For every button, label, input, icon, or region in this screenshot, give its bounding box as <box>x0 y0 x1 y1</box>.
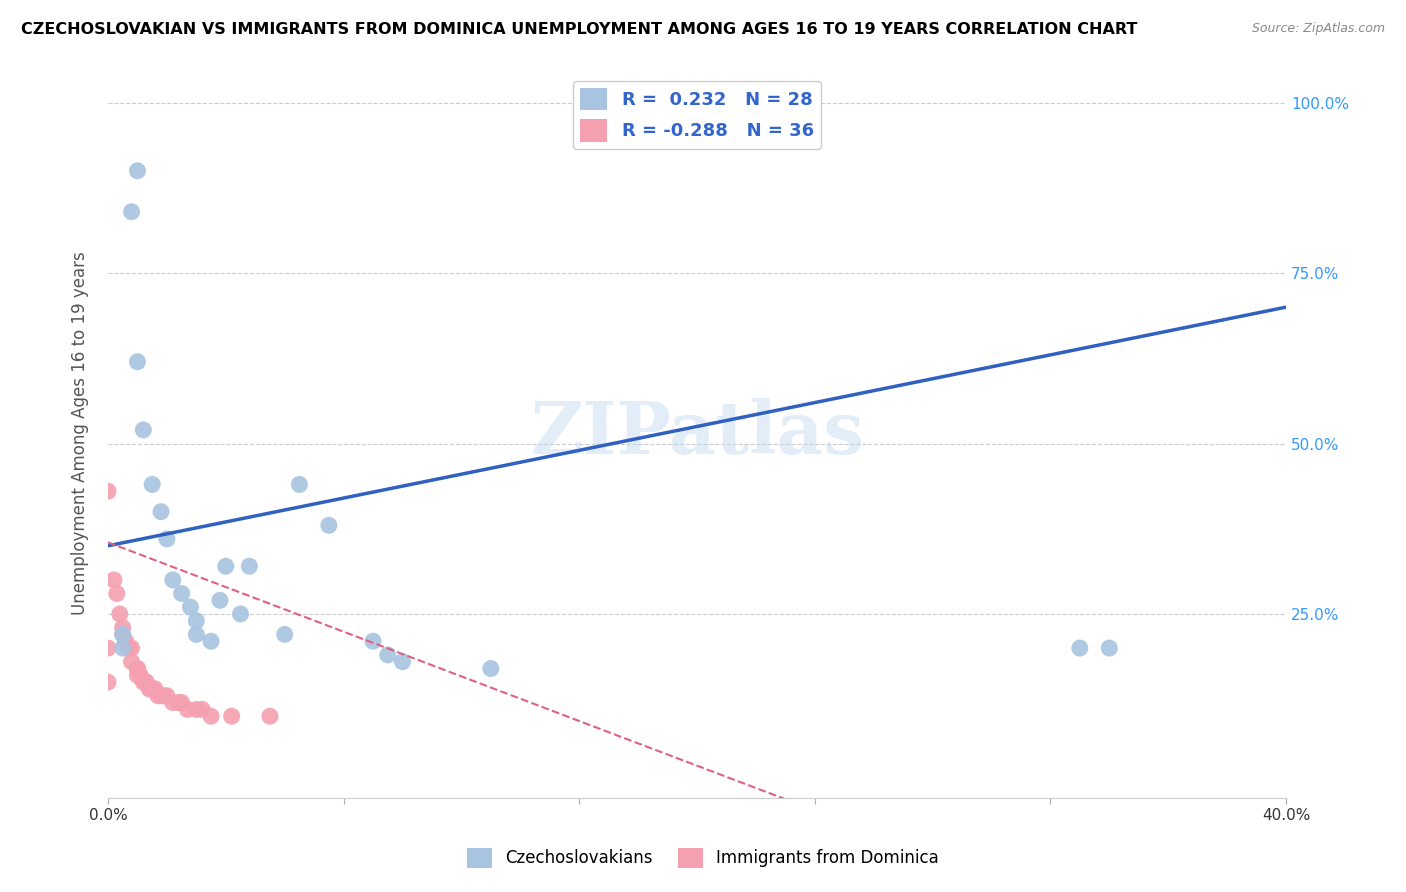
Point <box>127 668 149 682</box>
Point <box>179 600 201 615</box>
Point <box>191 702 214 716</box>
Point <box>127 354 149 368</box>
Point <box>259 709 281 723</box>
Point <box>103 573 125 587</box>
Point <box>127 661 149 675</box>
Point <box>143 681 166 696</box>
Point <box>121 204 143 219</box>
Point <box>215 559 238 574</box>
Point <box>167 696 190 710</box>
Point <box>479 661 502 675</box>
Point <box>176 702 198 716</box>
Point <box>162 573 184 587</box>
Point <box>108 607 131 621</box>
Text: ZIPatlas: ZIPatlas <box>530 398 865 469</box>
Point <box>141 477 163 491</box>
Point <box>200 709 222 723</box>
Point <box>141 681 163 696</box>
Point <box>186 702 208 716</box>
Text: CZECHOSLOVAKIAN VS IMMIGRANTS FROM DOMINICA UNEMPLOYMENT AMONG AGES 16 TO 19 YEA: CZECHOSLOVAKIAN VS IMMIGRANTS FROM DOMIN… <box>21 22 1137 37</box>
Point <box>238 559 260 574</box>
Legend: Czechoslovakians, Immigrants from Dominica: Czechoslovakians, Immigrants from Domini… <box>460 841 946 875</box>
Point <box>208 593 231 607</box>
Point <box>156 532 179 546</box>
Point <box>127 163 149 178</box>
Point <box>117 641 139 656</box>
Point <box>111 641 134 656</box>
Point <box>97 675 120 690</box>
Point <box>170 586 193 600</box>
Point <box>186 627 208 641</box>
Text: Source: ZipAtlas.com: Source: ZipAtlas.com <box>1251 22 1385 36</box>
Point <box>111 627 134 641</box>
Point <box>200 634 222 648</box>
Point <box>1069 641 1091 656</box>
Point <box>318 518 340 533</box>
Point <box>132 675 155 690</box>
Point <box>288 477 311 491</box>
Point <box>97 484 120 499</box>
Point <box>127 661 149 675</box>
Point <box>121 641 143 656</box>
Point <box>229 607 252 621</box>
Point <box>170 696 193 710</box>
Point <box>114 634 136 648</box>
Point <box>132 423 155 437</box>
Point <box>186 614 208 628</box>
Point <box>138 681 160 696</box>
Point <box>141 681 163 696</box>
Point <box>150 505 173 519</box>
Point <box>1098 641 1121 656</box>
Point <box>146 689 169 703</box>
Point <box>361 634 384 648</box>
Point <box>162 696 184 710</box>
Point <box>129 668 152 682</box>
Point <box>391 655 413 669</box>
Point <box>121 655 143 669</box>
Point <box>135 675 157 690</box>
Point <box>153 689 176 703</box>
Point <box>111 621 134 635</box>
Point <box>273 627 295 641</box>
Y-axis label: Unemployment Among Ages 16 to 19 years: Unemployment Among Ages 16 to 19 years <box>72 252 89 615</box>
Point <box>135 675 157 690</box>
Point <box>150 689 173 703</box>
Point <box>111 627 134 641</box>
Legend: R =  0.232   N = 28, R = -0.288   N = 36: R = 0.232 N = 28, R = -0.288 N = 36 <box>572 81 821 149</box>
Point <box>97 641 120 656</box>
Point <box>156 689 179 703</box>
Point <box>105 586 128 600</box>
Point <box>221 709 243 723</box>
Point <box>377 648 399 662</box>
